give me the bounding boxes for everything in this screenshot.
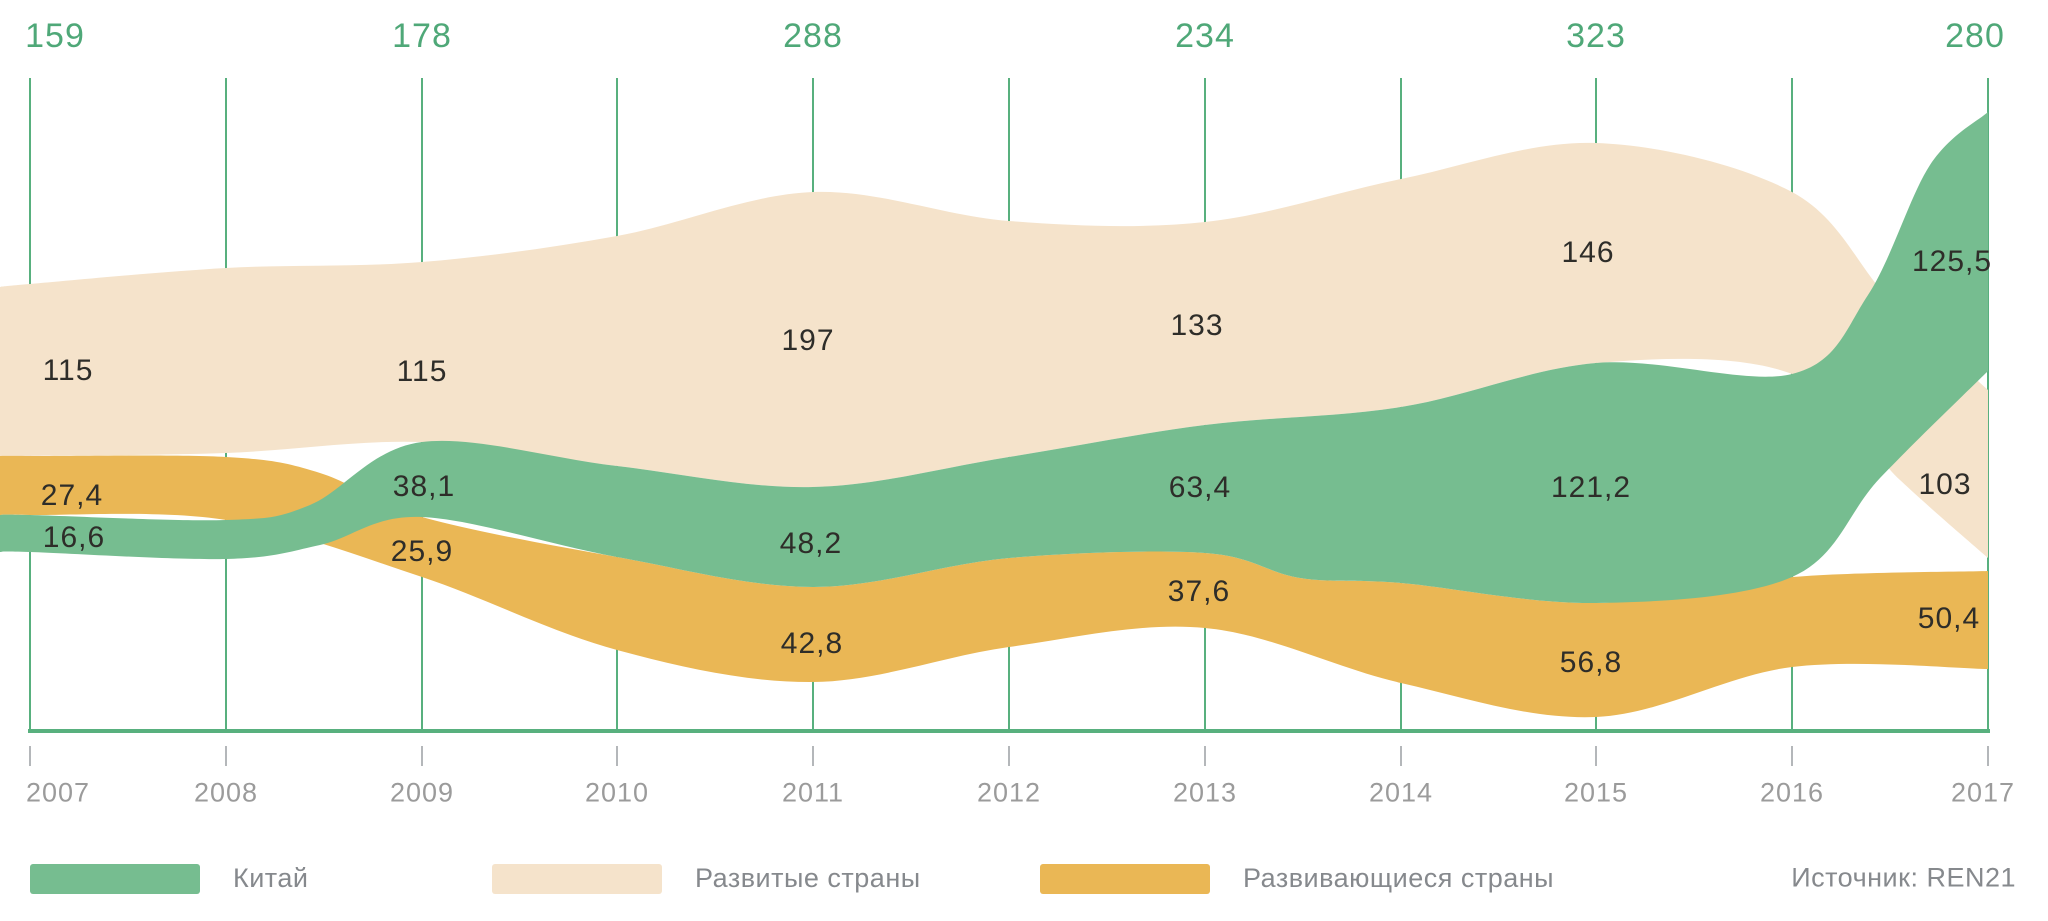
value-label: 38,1: [392, 470, 456, 503]
year-label-2010: 2010: [584, 777, 650, 808]
value-label: 197: [781, 324, 835, 357]
legend-item: Развитые страны: [492, 863, 921, 894]
year-label-2009: 2009: [389, 777, 455, 808]
value-label: 115: [396, 355, 448, 388]
year-label-2007: 2007: [25, 777, 91, 808]
stream-band-china: [0, 112, 1988, 604]
value-label: 146: [1561, 236, 1615, 269]
year-label-2016: 2016: [1759, 777, 1825, 808]
legend-item: Китай: [30, 863, 308, 894]
total-label-280: 280: [1945, 17, 2005, 55]
value-label: 27,4: [40, 479, 104, 512]
stream-band-developing: [0, 455, 1988, 718]
year-label-2012: 2012: [976, 777, 1042, 808]
legend-item: Развивающиеся страны: [1040, 863, 1554, 894]
legend-swatch: [492, 863, 662, 894]
total-label-234: 234: [1175, 17, 1235, 55]
year-label-2013: 2013: [1172, 777, 1238, 808]
value-label: 125,5: [1911, 245, 1993, 278]
year-label-2011: 2011: [781, 777, 845, 808]
value-label: 133: [1170, 309, 1224, 342]
legend-swatch: [1040, 863, 1210, 894]
year-label-2017: 2017: [1950, 777, 2016, 808]
value-label: 50,4: [1917, 602, 1981, 635]
axis-tick-marks: [29, 746, 1989, 766]
value-label: 121,2: [1550, 471, 1632, 504]
value-label: 25,9: [390, 535, 454, 568]
value-label: 63,4: [1168, 471, 1232, 504]
value-label: 16,6: [42, 521, 106, 554]
year-label-2008: 2008: [193, 777, 259, 808]
value-label: 37,6: [1167, 575, 1231, 608]
source-credit: Источник: REN21: [1791, 862, 2016, 893]
value-label: 103: [1918, 468, 1972, 501]
legend-label: Развитые страны: [695, 863, 921, 893]
stream-band-developed: [0, 142, 1988, 559]
total-label-323: 323: [1566, 17, 1626, 55]
value-label: 48,2: [779, 527, 843, 560]
total-label-159: 159: [25, 17, 85, 55]
total-label-178: 178: [392, 17, 452, 55]
value-label: 42,8: [780, 627, 844, 660]
stream-bands: [0, 112, 1988, 718]
year-label-2014: 2014: [1368, 777, 1434, 808]
value-label: 115: [42, 354, 94, 387]
year-label-2015: 2015: [1563, 777, 1629, 808]
total-label-288: 288: [783, 17, 843, 55]
value-label: 56,8: [1559, 646, 1623, 679]
legend-label: Китай: [233, 863, 309, 893]
legend-swatch: [30, 863, 200, 894]
legend-label: Развивающиеся страны: [1243, 863, 1555, 893]
